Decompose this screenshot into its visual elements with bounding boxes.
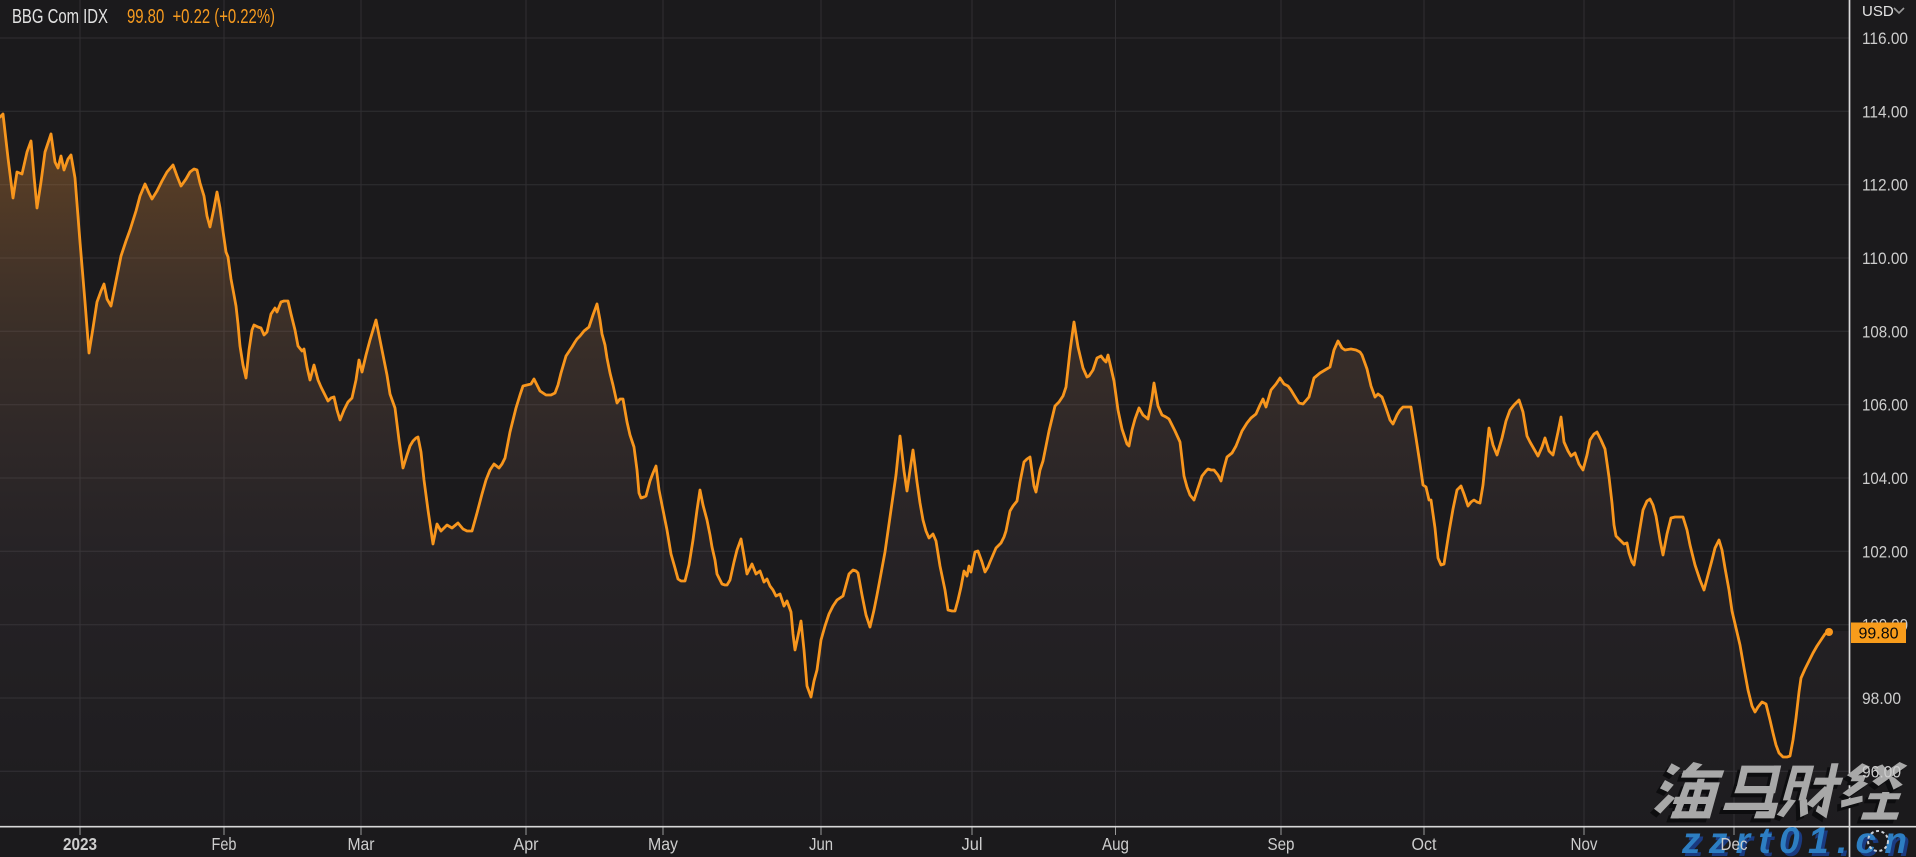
- svg-text:USD: USD: [1862, 3, 1894, 20]
- svg-text:Oct: Oct: [1412, 834, 1437, 854]
- svg-text:Apr: Apr: [514, 834, 539, 854]
- svg-text:May: May: [648, 834, 678, 854]
- svg-text:Jun: Jun: [809, 834, 833, 854]
- svg-text:114.00: 114.00: [1862, 102, 1908, 121]
- svg-text:BBG Com IDX: BBG Com IDX: [12, 6, 108, 28]
- svg-text:Nov: Nov: [1571, 834, 1598, 854]
- svg-text:116.00: 116.00: [1862, 29, 1908, 48]
- svg-text:110.00: 110.00: [1862, 249, 1908, 268]
- svg-text:98.00: 98.00: [1862, 689, 1901, 708]
- svg-text:Aug: Aug: [1102, 834, 1129, 854]
- svg-text:Dec: Dec: [1721, 834, 1748, 854]
- svg-text:96.00: 96.00: [1862, 762, 1901, 781]
- svg-text:zzrt01.cn: zzrt01.cn: [1681, 820, 1907, 857]
- svg-text:Feb: Feb: [212, 834, 237, 854]
- svg-text:zzrt01.cn: zzrt01.cn: [1684, 823, 1910, 857]
- svg-text:112.00: 112.00: [1862, 176, 1908, 195]
- svg-text:108.00: 108.00: [1862, 322, 1908, 341]
- svg-text:99.80 +0.22 (+0.22%): 99.80 +0.22 (+0.22%): [127, 6, 275, 28]
- svg-text:Mar: Mar: [348, 834, 375, 854]
- svg-text:106.00: 106.00: [1862, 396, 1908, 415]
- svg-text:Sep: Sep: [1268, 834, 1295, 854]
- svg-text:104.00: 104.00: [1862, 469, 1908, 488]
- svg-text:99.80: 99.80: [1858, 626, 1898, 643]
- svg-text:2023: 2023: [63, 834, 97, 854]
- svg-text:Jul: Jul: [962, 834, 983, 854]
- svg-text:102.00: 102.00: [1862, 542, 1908, 561]
